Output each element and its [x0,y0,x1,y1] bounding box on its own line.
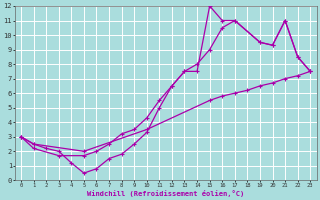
X-axis label: Windchill (Refroidissement éolien,°C): Windchill (Refroidissement éolien,°C) [87,190,244,197]
